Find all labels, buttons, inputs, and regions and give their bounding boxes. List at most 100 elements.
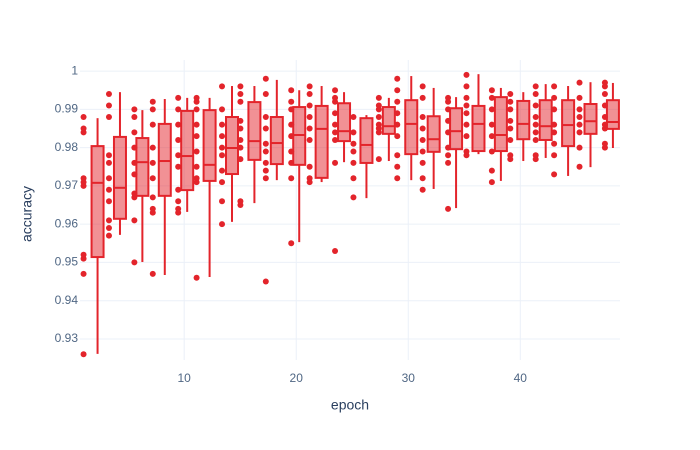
point <box>394 98 401 105</box>
point <box>175 94 182 101</box>
point <box>105 175 112 182</box>
point <box>551 83 558 90</box>
point <box>350 129 357 136</box>
box <box>404 99 419 156</box>
box <box>426 115 441 153</box>
y-tick-label: 0.93 <box>55 331 79 345</box>
point <box>131 106 138 113</box>
point <box>576 94 583 101</box>
point <box>219 179 226 186</box>
point <box>532 102 539 109</box>
point <box>219 144 226 151</box>
point <box>193 94 200 101</box>
box <box>583 103 598 135</box>
point <box>576 129 583 136</box>
point <box>262 167 269 174</box>
point <box>419 148 426 155</box>
point <box>375 156 382 163</box>
point <box>80 125 87 132</box>
point <box>105 186 112 193</box>
point <box>219 198 226 205</box>
point <box>463 94 470 101</box>
point <box>306 91 313 98</box>
point <box>131 159 138 166</box>
point <box>375 94 382 101</box>
point <box>262 159 269 166</box>
point <box>219 106 226 113</box>
point <box>193 274 200 281</box>
point <box>80 175 87 182</box>
point <box>601 79 608 86</box>
point <box>306 136 313 143</box>
box <box>157 122 172 197</box>
point <box>288 148 295 155</box>
point <box>601 140 608 147</box>
point <box>105 232 112 239</box>
point <box>105 91 112 98</box>
point <box>445 205 452 212</box>
point <box>463 133 470 140</box>
point <box>601 114 608 121</box>
point <box>175 205 182 212</box>
point <box>332 94 339 101</box>
point <box>175 186 182 193</box>
point <box>419 186 426 193</box>
point <box>306 114 313 121</box>
point <box>488 94 495 101</box>
point <box>532 91 539 98</box>
box <box>247 101 262 161</box>
x-tick-label: 20 <box>290 371 304 385</box>
box <box>538 99 553 141</box>
point <box>375 102 382 109</box>
y-tick-label: 0.99 <box>55 102 79 116</box>
point <box>576 106 583 113</box>
point <box>262 125 269 132</box>
point <box>375 114 382 121</box>
point <box>149 144 156 151</box>
point <box>219 167 226 174</box>
point <box>507 125 514 132</box>
point <box>350 148 357 155</box>
point <box>463 121 470 128</box>
point <box>175 136 182 143</box>
point <box>551 121 558 128</box>
point <box>219 83 226 90</box>
x-axis-title: epoch <box>331 397 369 413</box>
point <box>193 133 200 140</box>
box <box>225 116 240 176</box>
point <box>149 98 156 105</box>
box <box>605 99 620 130</box>
box <box>561 99 576 148</box>
point <box>551 140 558 147</box>
point <box>576 79 583 86</box>
point <box>262 148 269 155</box>
x-tick-label: 10 <box>178 371 192 385</box>
point <box>149 175 156 182</box>
point <box>288 240 295 247</box>
point <box>306 102 313 109</box>
point <box>332 87 339 94</box>
point <box>105 152 112 159</box>
point <box>288 175 295 182</box>
point <box>419 114 426 121</box>
point <box>350 114 357 121</box>
point <box>288 133 295 140</box>
point <box>419 136 426 143</box>
point <box>394 175 401 182</box>
point <box>551 106 558 113</box>
point <box>532 152 539 159</box>
point <box>507 152 514 159</box>
box <box>314 104 329 179</box>
point <box>507 106 514 113</box>
point <box>551 171 558 178</box>
point <box>306 83 313 90</box>
point <box>601 121 608 128</box>
box <box>471 104 486 153</box>
point <box>332 159 339 166</box>
point <box>288 121 295 128</box>
y-tick-label: 0.97 <box>55 178 79 192</box>
point <box>332 129 339 136</box>
point <box>193 148 200 155</box>
point <box>105 198 112 205</box>
